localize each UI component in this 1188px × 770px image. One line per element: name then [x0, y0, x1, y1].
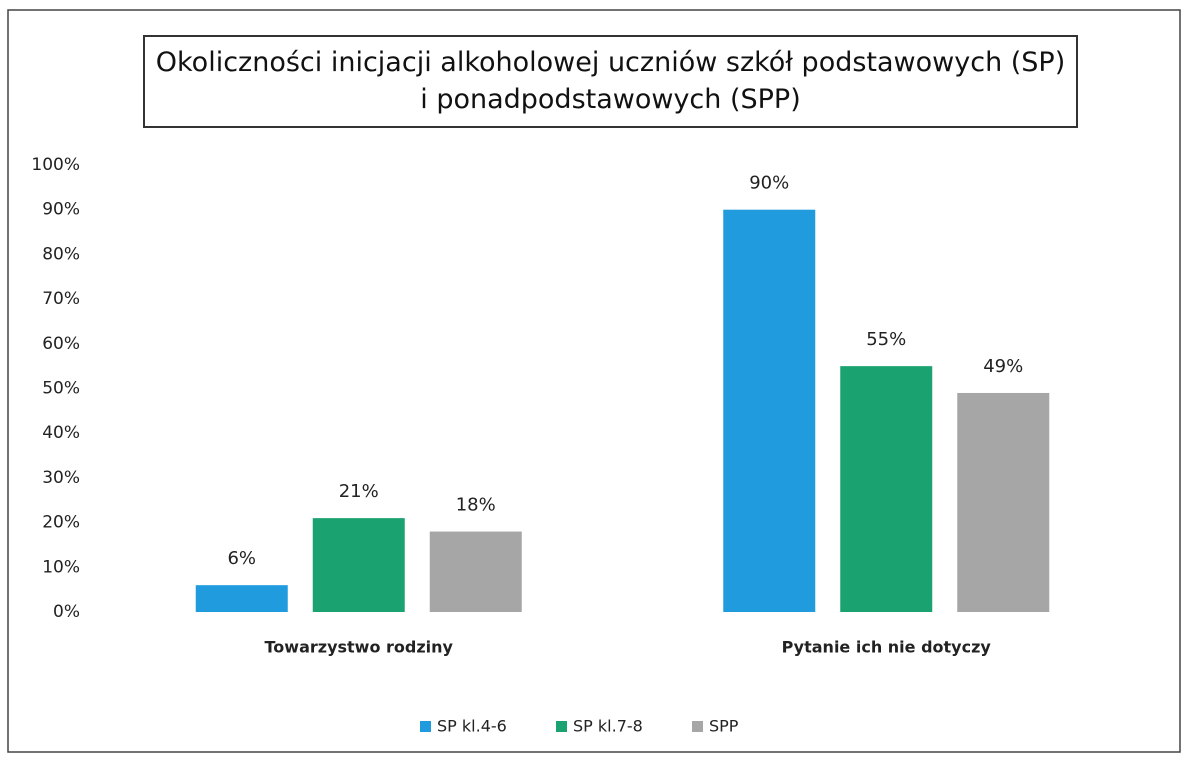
y-tick-label: 80% — [42, 244, 80, 264]
chart-frame — [7, 9, 1181, 753]
bar — [723, 209, 816, 612]
legend-swatch — [692, 721, 703, 732]
value-label: 55% — [866, 329, 906, 350]
x-tick-label: Pytanie ich nie dotyczy — [782, 638, 992, 657]
y-tick-label: 90% — [42, 200, 80, 220]
bar — [429, 531, 522, 612]
y-tick-label: 70% — [42, 289, 80, 309]
y-tick-label: 0% — [53, 602, 80, 622]
y-tick-label: 20% — [42, 513, 80, 533]
y-tick-label: 100% — [31, 155, 80, 175]
bar — [840, 366, 933, 612]
legend-swatch — [420, 721, 431, 732]
y-tick-label: 50% — [42, 379, 80, 399]
value-label: 18% — [456, 495, 496, 516]
value-label: 6% — [227, 548, 256, 569]
value-label: 90% — [749, 173, 789, 194]
y-tick-label: 40% — [42, 423, 80, 443]
bar — [195, 585, 288, 612]
chart-title: Okoliczności inicjacji alkoholowej uczni… — [143, 35, 1078, 128]
bar — [957, 392, 1050, 612]
bar — [312, 518, 405, 612]
legend-label: SP kl.4-6 — [437, 717, 507, 736]
y-tick-label: 30% — [42, 468, 80, 488]
legend-label: SP kl.7-8 — [573, 717, 643, 736]
value-label: 49% — [983, 356, 1023, 377]
x-tick-label: Towarzystwo rodziny — [265, 638, 454, 657]
y-tick-label: 10% — [42, 557, 80, 577]
y-tick-label: 60% — [42, 334, 80, 354]
value-label: 21% — [339, 481, 379, 502]
legend-label: SPP — [709, 717, 739, 736]
legend-swatch — [556, 721, 567, 732]
